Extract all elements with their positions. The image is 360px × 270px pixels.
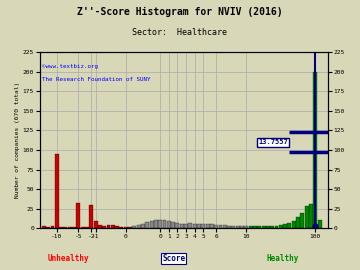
- Bar: [206, 224, 210, 228]
- Bar: [210, 224, 214, 228]
- Bar: [167, 221, 171, 228]
- Bar: [154, 220, 158, 228]
- Bar: [180, 224, 184, 228]
- Bar: [283, 224, 287, 228]
- Text: Z''-Score Histogram for NVIV (2016): Z''-Score Histogram for NVIV (2016): [77, 7, 283, 17]
- Bar: [63, 227, 67, 228]
- Bar: [98, 225, 102, 228]
- Bar: [257, 226, 261, 228]
- Bar: [266, 226, 270, 228]
- Bar: [223, 225, 227, 228]
- Bar: [111, 225, 115, 228]
- Bar: [313, 72, 317, 228]
- Bar: [236, 226, 240, 228]
- Bar: [184, 224, 188, 228]
- Bar: [253, 226, 257, 228]
- Bar: [270, 226, 274, 228]
- Bar: [59, 227, 63, 228]
- Text: Unhealthy: Unhealthy: [48, 254, 90, 263]
- Bar: [240, 226, 244, 228]
- Bar: [188, 223, 192, 228]
- Bar: [120, 227, 123, 228]
- Bar: [107, 225, 111, 228]
- Bar: [141, 224, 145, 228]
- Bar: [262, 226, 266, 228]
- Bar: [309, 204, 313, 228]
- Bar: [219, 225, 222, 228]
- Bar: [76, 203, 80, 228]
- Bar: [296, 217, 300, 228]
- Bar: [292, 221, 296, 228]
- Bar: [158, 220, 162, 228]
- Bar: [249, 226, 253, 228]
- Bar: [94, 221, 98, 228]
- Bar: [81, 227, 85, 228]
- Bar: [42, 226, 46, 228]
- Bar: [68, 227, 72, 228]
- Bar: [288, 223, 291, 228]
- Bar: [145, 222, 149, 228]
- Bar: [197, 224, 201, 228]
- Bar: [150, 221, 153, 228]
- Bar: [275, 226, 278, 228]
- Bar: [214, 225, 218, 228]
- Bar: [50, 226, 54, 228]
- Text: ©www.textbiz.org: ©www.textbiz.org: [42, 64, 98, 69]
- Text: The Research Foundation of SUNY: The Research Foundation of SUNY: [42, 77, 151, 82]
- Bar: [55, 154, 59, 228]
- Bar: [231, 226, 235, 228]
- Bar: [46, 227, 50, 228]
- Bar: [201, 224, 205, 228]
- Y-axis label: Number of companies (670 total): Number of companies (670 total): [15, 82, 20, 198]
- Bar: [128, 227, 132, 228]
- Bar: [132, 226, 136, 228]
- Bar: [244, 226, 248, 228]
- Bar: [163, 220, 166, 228]
- Bar: [171, 222, 175, 228]
- Bar: [227, 226, 231, 228]
- Bar: [300, 212, 304, 228]
- Bar: [175, 223, 179, 228]
- Text: Sector:  Healthcare: Sector: Healthcare: [132, 28, 228, 37]
- Bar: [89, 205, 93, 228]
- Bar: [318, 220, 321, 228]
- Bar: [124, 227, 128, 228]
- Text: Healthy: Healthy: [266, 254, 299, 263]
- Bar: [85, 227, 89, 228]
- Bar: [115, 226, 119, 228]
- Bar: [102, 226, 106, 228]
- Text: Score: Score: [162, 254, 185, 263]
- Bar: [72, 227, 76, 228]
- Bar: [193, 224, 197, 228]
- Bar: [279, 225, 283, 228]
- Bar: [305, 206, 309, 228]
- Bar: [137, 225, 141, 228]
- Text: 13.7557: 13.7557: [258, 139, 288, 145]
